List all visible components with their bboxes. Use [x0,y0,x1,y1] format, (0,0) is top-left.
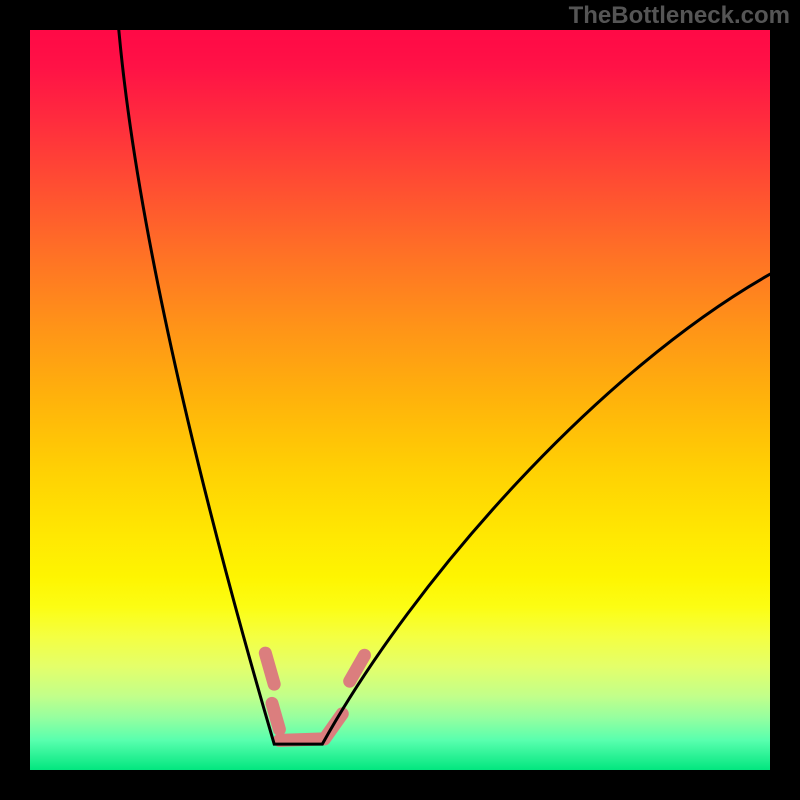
watermark-text: TheBottleneck.com [569,2,790,30]
plot-area [30,30,770,770]
v-curve-line [119,30,770,744]
curve-layer [30,30,770,770]
chart-stage: TheBottleneck.com [0,0,800,800]
